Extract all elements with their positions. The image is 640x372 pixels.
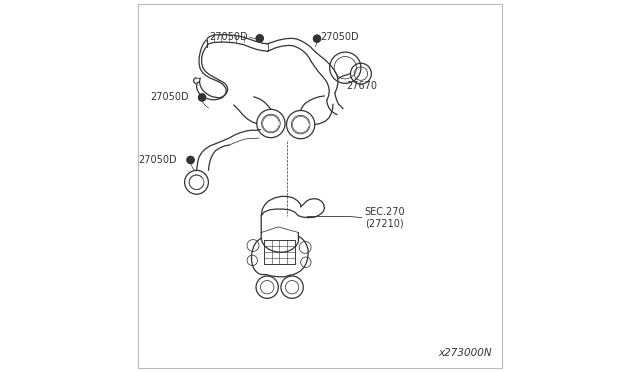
Circle shape [314, 35, 321, 42]
Text: 27670: 27670 [346, 81, 377, 90]
Circle shape [199, 94, 205, 101]
Circle shape [314, 35, 321, 42]
Text: x273000N: x273000N [438, 348, 492, 358]
Text: SEC.270
(27210): SEC.270 (27210) [365, 207, 405, 228]
Circle shape [256, 35, 264, 42]
Text: 27050D: 27050D [209, 32, 248, 42]
Circle shape [187, 156, 195, 164]
Circle shape [257, 35, 263, 42]
Text: 27050D: 27050D [138, 155, 177, 165]
Text: 27050D: 27050D [320, 32, 358, 42]
Text: 27050D: 27050D [150, 92, 189, 102]
Circle shape [198, 94, 206, 101]
Circle shape [187, 157, 194, 163]
